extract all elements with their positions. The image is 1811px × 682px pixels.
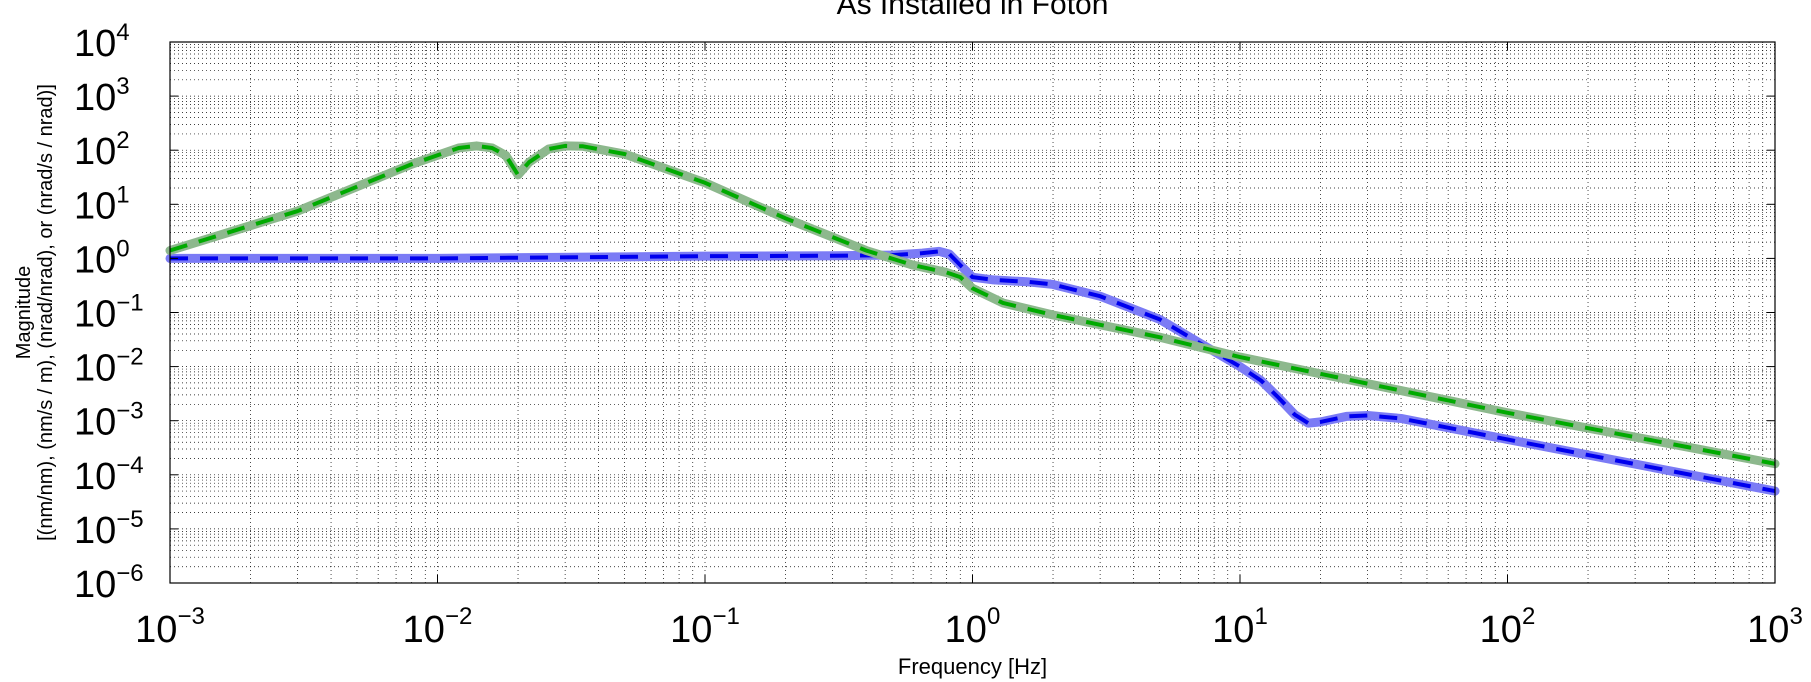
series-2-dash [169,143,1776,466]
y-tick-label: 100 [74,235,130,281]
x-tick-label: 10−2 [403,603,473,651]
x-tick-label: 10−1 [670,603,740,651]
series-1-dash [170,249,1776,494]
label-layer: As Installed in Foton Frequency [Hz] Mag… [13,0,1108,679]
y-tick-label: 101 [74,181,130,227]
y-tick-label: 103 [74,73,130,119]
chart-title: As Installed in Foton [837,0,1109,21]
y-tick-label: 10−2 [74,344,144,390]
y-axis-label-line-2: [(nm/nm), (nm/s / m), (nrad/nrad), or (n… [35,84,57,541]
y-tick-label: 102 [74,127,130,173]
x-tick-label: 10−3 [135,603,205,651]
x-tick-label: 102 [1480,603,1536,651]
y-tick-label: 10−4 [74,452,144,498]
grid-layer [170,42,1775,583]
y-tick-label: 10−1 [74,290,144,336]
tick-layer: 10−3 10−2 10−1 100 101 102 103 10−6 10−5 10−4 10−3… [74,19,1803,651]
y-tick-label: 104 [74,19,130,65]
x-axis-label: Frequency [Hz] [898,654,1047,679]
y-tick-label: 10−3 [74,398,144,444]
y-axis-label-line-1: Magnitude [13,266,35,359]
y-tick-label: 10−5 [74,506,144,552]
y-tick-label: 10−6 [74,560,144,606]
x-tick-label: 103 [1747,603,1803,651]
series-layer [165,141,1780,496]
x-tick-label: 101 [1212,603,1268,651]
x-tick-label: 100 [945,603,1001,651]
